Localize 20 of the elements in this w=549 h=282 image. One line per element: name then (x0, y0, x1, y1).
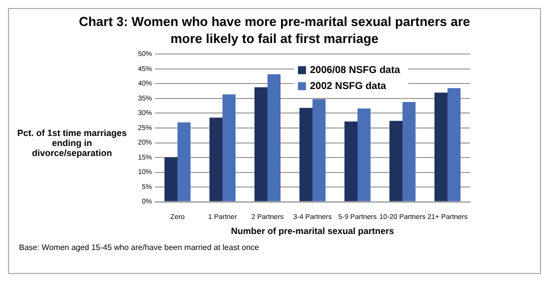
text: Base: Women aged 15-45 who are/have been married at least once (18, 243, 260, 252)
chart-title: Chart 3: Women who have more pre-marital sexual partners are more likely to fail at first marriage (78, 13, 472, 47)
bar (358, 108, 371, 202)
y-axis-title: Pct. of 1st time marriages ending in divorce/separation (16, 128, 128, 158)
bar (312, 99, 326, 202)
bar (164, 157, 178, 202)
legend-label: 2002 NSFG data (310, 80, 387, 92)
x-axis-title: Number of pre-marital sexual partners (230, 226, 394, 236)
bar (222, 94, 236, 202)
legend-label: 2006/08 NSFG data (310, 64, 400, 76)
bar (209, 118, 223, 202)
bar (389, 120, 402, 202)
bar (448, 88, 461, 202)
bar (299, 108, 313, 202)
bar (402, 102, 416, 202)
bar (178, 122, 191, 202)
bar (268, 74, 281, 202)
bar (254, 87, 268, 202)
bar (344, 122, 358, 202)
bar (434, 92, 448, 202)
